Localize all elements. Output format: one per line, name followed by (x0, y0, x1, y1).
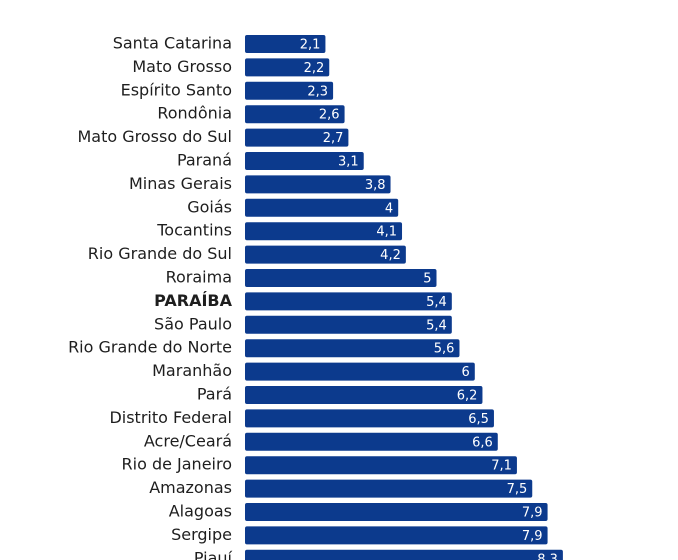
value-label: 6,5 (468, 412, 489, 427)
category-label: Minas Gerais (129, 174, 232, 193)
value-label: 4,2 (380, 248, 401, 263)
bar (245, 456, 517, 475)
bar (245, 339, 460, 358)
value-label: 5,4 (426, 295, 447, 310)
value-label: 2,2 (304, 61, 325, 76)
value-label: 3,8 (365, 178, 386, 193)
category-label: Goiás (187, 197, 232, 216)
value-label: 5,4 (426, 318, 447, 333)
category-label: São Paulo (154, 314, 232, 333)
category-label: Mato Grosso (132, 57, 232, 76)
value-label: 7,9 (522, 529, 543, 544)
bar (245, 409, 494, 428)
category-label: Tocantins (156, 221, 232, 240)
category-label: Piauí (194, 548, 233, 560)
value-label: 3,1 (338, 155, 359, 170)
category-label: Sergipe (171, 525, 232, 544)
category-label: Rio Grande do Norte (68, 338, 232, 357)
category-label: Pará (197, 385, 232, 404)
bar (245, 479, 533, 498)
value-label: 7,5 (507, 482, 528, 497)
category-label: Roraima (166, 268, 232, 287)
value-label: 6,2 (457, 389, 478, 404)
bar (245, 105, 345, 124)
category-label: PARAÍBA (154, 291, 232, 310)
value-label: 7,9 (522, 506, 543, 521)
bar (245, 503, 548, 521)
category-label: Amazonas (149, 478, 232, 497)
category-label: Maranhão (152, 361, 232, 380)
category-label: Distrito Federal (109, 408, 232, 427)
bar (245, 222, 403, 241)
value-label: 4,1 (376, 225, 397, 240)
value-label: 6 (462, 365, 470, 380)
value-label: 2,1 (300, 38, 321, 53)
category-label: Rio Grande do Sul (88, 244, 232, 263)
bar (245, 315, 452, 334)
bar (245, 58, 330, 77)
bar (245, 362, 475, 381)
category-label: Acre/Ceará (144, 431, 232, 450)
value-label: 8,3 (537, 552, 558, 560)
bar (245, 549, 563, 560)
category-label: Rio de Janeiro (122, 455, 233, 474)
value-label: 5 (423, 272, 431, 287)
bar (245, 432, 498, 451)
value-label: 6,6 (472, 435, 493, 450)
bar (245, 81, 334, 100)
bar (245, 152, 364, 170)
bar (245, 245, 406, 264)
value-label: 2,7 (323, 131, 344, 146)
category-label: Mato Grosso do Sul (78, 127, 233, 146)
category-label: Rondônia (157, 104, 232, 123)
bar (245, 386, 483, 404)
category-label: Alagoas (169, 502, 232, 521)
value-label: 4 (385, 201, 393, 216)
bar (245, 175, 391, 194)
bar (245, 198, 399, 217)
category-label: Santa Catarina (113, 34, 232, 53)
value-label: 2,6 (319, 108, 340, 123)
bar (245, 292, 452, 311)
bar (245, 526, 548, 545)
category-label: Espírito Santo (121, 80, 232, 99)
category-label: Paraná (177, 151, 232, 170)
value-label: 5,6 (434, 342, 455, 357)
bar (245, 128, 349, 147)
value-label: 7,1 (491, 459, 512, 474)
value-label: 2,3 (307, 84, 328, 99)
bar (245, 269, 437, 287)
bar (245, 35, 326, 53)
